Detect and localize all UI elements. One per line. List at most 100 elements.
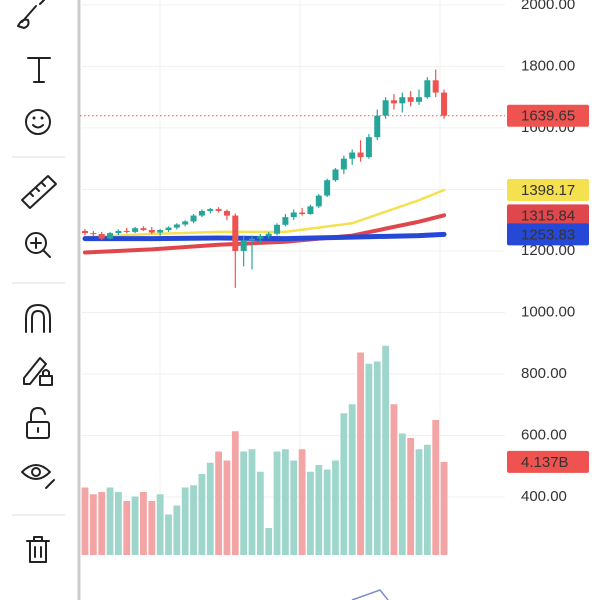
volume-bar <box>198 474 206 555</box>
magnet-tool[interactable] <box>25 304 51 333</box>
candle-body <box>349 152 356 159</box>
moving-average <box>82 231 447 242</box>
candle-body <box>123 230 130 232</box>
volume-bar <box>181 487 189 555</box>
price-tag <box>507 104 589 127</box>
volume-bar <box>81 487 89 555</box>
volume-bar <box>215 451 222 555</box>
candle-body <box>307 206 314 215</box>
volume-bar <box>248 449 256 555</box>
candle-body <box>340 158 347 170</box>
candle-body <box>215 209 222 211</box>
volume-bar <box>432 420 440 555</box>
y-tick-label: 1800.00 <box>521 57 575 74</box>
zoom-tool[interactable] <box>25 232 51 258</box>
candle-body <box>140 228 147 231</box>
price-tag-label: 1315.84 <box>521 207 575 224</box>
toolbar <box>12 0 65 563</box>
candle-body <box>257 236 264 239</box>
candle-body <box>441 92 448 116</box>
candle-body <box>98 234 105 239</box>
volume-bar <box>298 449 306 555</box>
text-tool[interactable] <box>27 57 51 83</box>
volume-bar <box>140 492 147 555</box>
volume-bar <box>423 444 431 555</box>
volume-bar <box>382 345 389 555</box>
candle-body <box>324 180 331 196</box>
candle-body <box>165 227 172 231</box>
candle-body <box>390 100 397 104</box>
emoji-tool[interactable] <box>25 109 51 135</box>
brush-tool[interactable] <box>17 0 45 29</box>
volume-bar <box>290 460 298 555</box>
candle-body <box>207 209 214 211</box>
volume-bar <box>131 496 139 555</box>
moving-average <box>83 188 446 239</box>
volume-bar <box>440 461 448 555</box>
candle-body <box>157 230 164 233</box>
volume-bar <box>340 413 348 555</box>
volume-bar <box>348 404 356 555</box>
ruler-tool[interactable] <box>21 175 57 209</box>
candle-body <box>173 224 180 228</box>
volume-bar <box>365 363 373 555</box>
volume-bar <box>223 460 231 555</box>
volume-bar <box>123 501 131 555</box>
volume-bar <box>165 514 172 555</box>
candle-body <box>424 80 431 98</box>
candle-body <box>182 221 189 225</box>
volume-bar <box>265 528 273 555</box>
candle-body <box>90 233 97 235</box>
candle-body <box>223 210 230 216</box>
candle-body <box>432 80 439 93</box>
volume-bar <box>407 438 415 555</box>
volume-bar <box>148 501 156 555</box>
candle-body <box>382 100 389 116</box>
volume-bar <box>390 404 398 555</box>
price-tag-label: 1398.17 <box>521 182 575 199</box>
price-tag <box>507 450 589 473</box>
candle-body <box>190 215 197 222</box>
volume-bar <box>323 469 331 555</box>
volume-bar <box>115 492 122 555</box>
y-tick-label: 2000.00 <box>521 0 575 13</box>
volume-bar <box>373 361 381 555</box>
candle-body <box>374 115 381 138</box>
lower-pane-line <box>351 589 389 600</box>
y-tick-label: 400.00 <box>521 488 567 505</box>
y-tick-label: 1000.00 <box>521 303 575 320</box>
price-tag-label: 1639.65 <box>521 108 575 125</box>
delete-tool[interactable] <box>26 536 50 563</box>
candle-body <box>315 195 322 207</box>
candle-body <box>399 97 406 104</box>
lock-drawing-tool[interactable] <box>23 357 53 386</box>
candle-body <box>299 212 306 215</box>
candle-body <box>365 137 372 158</box>
price-tag <box>507 179 589 202</box>
candle-body <box>232 215 239 251</box>
volume-bar <box>173 505 181 555</box>
candle-body <box>407 97 414 102</box>
volume-bar <box>156 494 164 555</box>
volume-bar <box>273 451 281 555</box>
visibility-tool[interactable] <box>21 464 55 489</box>
price-tag <box>507 223 589 246</box>
volume-bar <box>240 451 248 555</box>
candle-body <box>274 224 281 234</box>
candle-body <box>416 97 422 102</box>
volume-bar <box>357 352 364 555</box>
candle-body <box>265 233 272 237</box>
candle-body <box>249 238 255 241</box>
volume-bar <box>190 485 197 555</box>
volume-bar <box>98 492 106 555</box>
candle-body <box>132 228 139 232</box>
price-tag <box>507 204 589 227</box>
unlock-tool[interactable] <box>26 407 50 439</box>
candle-body <box>107 233 114 239</box>
volume-bar <box>282 449 289 555</box>
candle-body <box>198 210 205 216</box>
volume-bar <box>231 431 239 555</box>
candle-body <box>82 230 88 234</box>
candle-body <box>282 217 289 225</box>
